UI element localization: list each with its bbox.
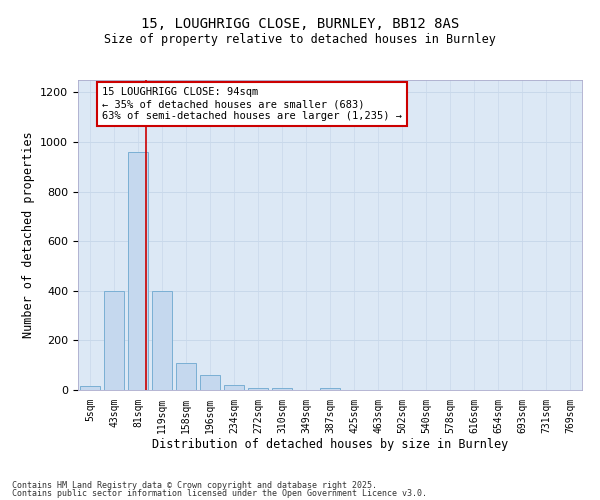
Bar xyxy=(104,291,124,390)
Text: Contains HM Land Registry data © Crown copyright and database right 2025.: Contains HM Land Registry data © Crown c… xyxy=(12,480,377,490)
Bar xyxy=(176,362,196,390)
Bar xyxy=(248,388,268,390)
Text: 15, LOUGHRIGG CLOSE, BURNLEY, BB12 8AS: 15, LOUGHRIGG CLOSE, BURNLEY, BB12 8AS xyxy=(141,18,459,32)
Bar xyxy=(80,386,100,390)
Bar xyxy=(128,152,148,390)
Text: Size of property relative to detached houses in Burnley: Size of property relative to detached ho… xyxy=(104,32,496,46)
X-axis label: Distribution of detached houses by size in Burnley: Distribution of detached houses by size … xyxy=(152,438,508,452)
Bar xyxy=(200,375,220,390)
Bar xyxy=(272,388,292,390)
Bar xyxy=(152,291,172,390)
Text: Contains public sector information licensed under the Open Government Licence v3: Contains public sector information licen… xyxy=(12,489,427,498)
Text: 15 LOUGHRIGG CLOSE: 94sqm
← 35% of detached houses are smaller (683)
63% of semi: 15 LOUGHRIGG CLOSE: 94sqm ← 35% of detac… xyxy=(102,88,402,120)
Bar xyxy=(224,385,244,390)
Y-axis label: Number of detached properties: Number of detached properties xyxy=(22,132,35,338)
Bar xyxy=(320,388,340,390)
